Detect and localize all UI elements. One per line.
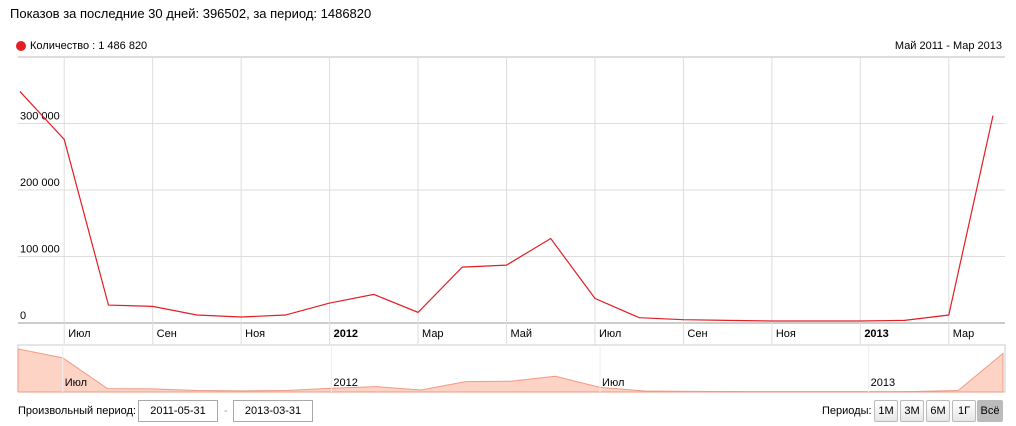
period-button[interactable]: 1М: [874, 400, 898, 422]
navigator-label: 2012: [333, 377, 357, 389]
x-tick-label: Сен: [687, 328, 707, 340]
date-from[interactable]: 2011-05-31: [138, 400, 218, 422]
legend-label: Количество : 1 486 820: [30, 40, 147, 52]
header-text: Показов за последние 30 дней: 396502, за…: [10, 6, 372, 21]
x-tick-label: Ноя: [776, 328, 796, 340]
legend-marker: [16, 41, 26, 51]
range-label: Май 2011 - Мар 2013: [895, 40, 1002, 52]
period-button[interactable]: 1Г: [952, 400, 976, 422]
x-tick-label: Сен: [157, 328, 177, 340]
dash: -: [224, 405, 228, 417]
date-to[interactable]: 2013-03-31: [233, 400, 313, 422]
y-tick-label: 100 000: [20, 243, 60, 255]
x-tick-label: Май: [511, 328, 533, 340]
period-button[interactable]: Всё: [977, 400, 1003, 422]
navigator-label: 2013: [871, 377, 895, 389]
chart: Количество : 1 486 820 Май 2011 - Мар 20…: [16, 40, 1006, 393]
x-tick-label: 2012: [334, 328, 358, 340]
x-tick-label: Ноя: [245, 328, 265, 340]
data-line: [19, 91, 994, 322]
y-tick-label: 0: [20, 310, 26, 322]
periods-label: Периоды:: [822, 405, 872, 417]
period-label: Произвольный период:: [18, 405, 136, 417]
period-button[interactable]: 6М: [926, 400, 950, 422]
period-button[interactable]: 3М: [900, 400, 924, 422]
x-tick-label: Июл: [599, 328, 621, 340]
x-tick-label: 2013: [864, 328, 888, 340]
x-tick-label: Мар: [953, 328, 975, 340]
navigator-label: Июл: [602, 377, 624, 389]
plot: 0 100 000 200 000 300 000 Июл Сен Ноя 2012 Мар Ма…: [18, 57, 1005, 345]
navigator-area: [17, 348, 1004, 393]
navigator-label: Июл: [65, 377, 87, 389]
x-tick-label: Июл: [68, 328, 90, 340]
y-tick-label: 300 000: [20, 110, 60, 122]
y-tick-label: 200 000: [20, 177, 60, 189]
x-tick-label: Мар: [422, 328, 444, 340]
